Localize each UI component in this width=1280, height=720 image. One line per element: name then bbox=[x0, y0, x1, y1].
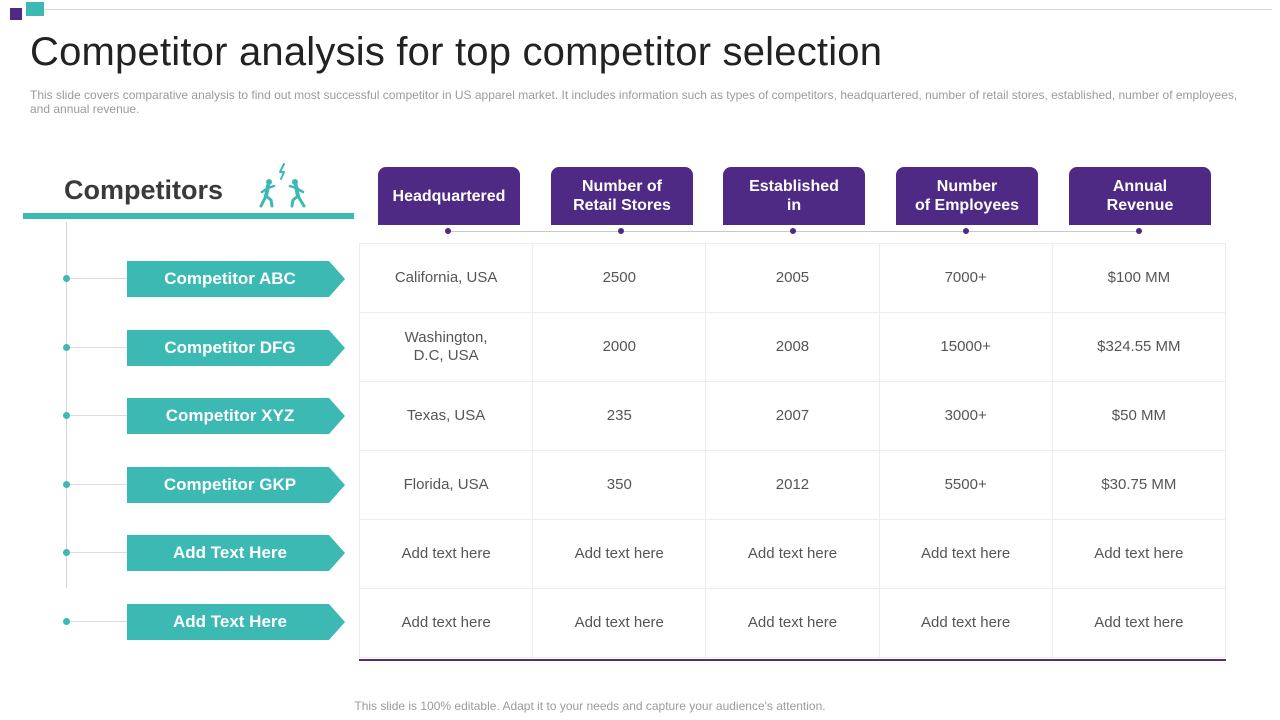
column-header-established: Established in bbox=[723, 167, 865, 225]
connector-line bbox=[70, 621, 127, 622]
header-dot bbox=[963, 228, 969, 234]
slide-description: This slide covers comparative analysis t… bbox=[30, 88, 1238, 116]
competitor-row: Competitor XYZ bbox=[60, 396, 350, 436]
timeline-dot bbox=[63, 275, 70, 282]
competitor-label: Competitor GKP bbox=[127, 467, 345, 503]
competitor-label: Competitor ABC bbox=[127, 261, 345, 297]
table-bottom-rule bbox=[359, 659, 1226, 661]
table-cell: Add text here bbox=[1051, 588, 1227, 658]
table-cell: Add text here bbox=[705, 588, 880, 658]
column-header-label: Established in bbox=[749, 178, 839, 214]
competitors-header: Competitors bbox=[23, 160, 354, 220]
table-cell: $50 MM bbox=[1051, 381, 1227, 451]
column-header-retail-stores: Number of Retail Stores bbox=[551, 167, 693, 225]
column-header-label: Number of Retail Stores bbox=[573, 178, 671, 214]
timeline-dot bbox=[63, 481, 70, 488]
table-cell: $100 MM bbox=[1051, 243, 1227, 313]
table-cell: 7000+ bbox=[878, 243, 1053, 313]
table-cell: Add text here bbox=[358, 519, 534, 589]
timeline-dot bbox=[63, 412, 70, 419]
table-cell: 2005 bbox=[705, 243, 880, 313]
connector-line bbox=[70, 552, 127, 553]
table-cell: Texas, USA bbox=[358, 381, 534, 451]
table-cell: California, USA bbox=[358, 243, 534, 313]
connector-line bbox=[70, 278, 127, 279]
table-row: Washington, D.C, USA 2000 2008 15000+ $324.5… bbox=[358, 312, 1227, 382]
column-header-label: Number of Employees bbox=[914, 178, 1020, 214]
table-cell: Add text here bbox=[358, 588, 534, 658]
competitor-row: Competitor GKP bbox=[60, 465, 350, 505]
competitor-row: Add Text Here bbox=[60, 533, 350, 573]
header-dot bbox=[790, 228, 796, 234]
timeline-dot bbox=[63, 344, 70, 351]
column-header-label: Headquartered bbox=[392, 187, 506, 205]
competitors-heading: Competitors bbox=[64, 175, 224, 205]
table-cell: Add text here bbox=[532, 519, 707, 589]
competitors-underline bbox=[23, 213, 354, 219]
column-header-label: Annual Revenue bbox=[1106, 178, 1174, 214]
header-dot bbox=[618, 228, 624, 234]
timeline-dot bbox=[63, 618, 70, 625]
top-divider bbox=[44, 9, 1272, 10]
table-cell: Washington, D.C, USA bbox=[358, 312, 534, 382]
footer-text: This slide is 100% editable. Adapt it to… bbox=[354, 699, 826, 713]
header-dot bbox=[445, 228, 451, 234]
connector-line bbox=[70, 415, 127, 416]
table-cell: 3000+ bbox=[878, 381, 1053, 451]
table-cell: Add text here bbox=[1051, 519, 1227, 589]
competitor-label: Add Text Here bbox=[127, 535, 345, 571]
header-dot bbox=[1136, 228, 1142, 234]
table-cell: 2000 bbox=[532, 312, 707, 382]
column-header-revenue: Annual Revenue bbox=[1069, 167, 1211, 225]
table-cell: $30.75 MM bbox=[1051, 450, 1227, 520]
table-row: California, USA 2500 2005 7000+ $100 MM bbox=[358, 243, 1227, 313]
table-cell: Florida, USA bbox=[358, 450, 534, 520]
table-cell: 2012 bbox=[705, 450, 880, 520]
competitor-row: Competitor DFG bbox=[60, 328, 350, 368]
column-header-employees: Number of Employees bbox=[896, 167, 1038, 225]
table-cell: Add text here bbox=[878, 519, 1053, 589]
table-cell: 15000+ bbox=[878, 312, 1053, 382]
column-header-headquartered: Headquartered bbox=[378, 167, 520, 225]
table-cell: Add text here bbox=[878, 588, 1053, 658]
connector-line bbox=[70, 484, 127, 485]
table-cell: 235 bbox=[532, 381, 707, 451]
corner-square-purple bbox=[10, 8, 22, 20]
table-cell: 2008 bbox=[705, 312, 880, 382]
comparison-table: California, USA 2500 2005 7000+ $100 MM Washi… bbox=[358, 243, 1227, 658]
table-row: Texas, USA 235 2007 3000+ $50 MM bbox=[358, 381, 1227, 451]
table-row: Add text here Add text here Add text here A… bbox=[358, 588, 1227, 658]
table-cell: 2500 bbox=[532, 243, 707, 313]
table-row: Florida, USA 350 2012 5500+ $30.75 MM bbox=[358, 450, 1227, 520]
timeline-line bbox=[66, 222, 67, 588]
competitor-row: Add Text Here bbox=[60, 602, 350, 642]
table-cell: Add text here bbox=[705, 519, 880, 589]
competitor-label: Competitor DFG bbox=[127, 330, 345, 366]
table-row: Add text here Add text here Add text here A… bbox=[358, 519, 1227, 589]
timeline-dot bbox=[63, 549, 70, 556]
competitor-row: Competitor ABC bbox=[60, 259, 350, 299]
table-cell: 350 bbox=[532, 450, 707, 520]
competitor-label: Competitor XYZ bbox=[127, 398, 345, 434]
table-cell: Add text here bbox=[532, 588, 707, 658]
competitor-label: Add Text Here bbox=[127, 604, 345, 640]
corner-square-teal bbox=[26, 2, 44, 16]
slide-title: Competitor analysis for top competitor s… bbox=[30, 30, 883, 74]
people-running-icon bbox=[259, 163, 306, 208]
table-cell: 2007 bbox=[705, 381, 880, 451]
footer-note: This slide is 100% editable. Adapt it to… bbox=[0, 699, 1280, 713]
table-cell: 5500+ bbox=[878, 450, 1053, 520]
table-cell: $324.55 MM bbox=[1051, 312, 1227, 382]
connector-line bbox=[70, 347, 127, 348]
